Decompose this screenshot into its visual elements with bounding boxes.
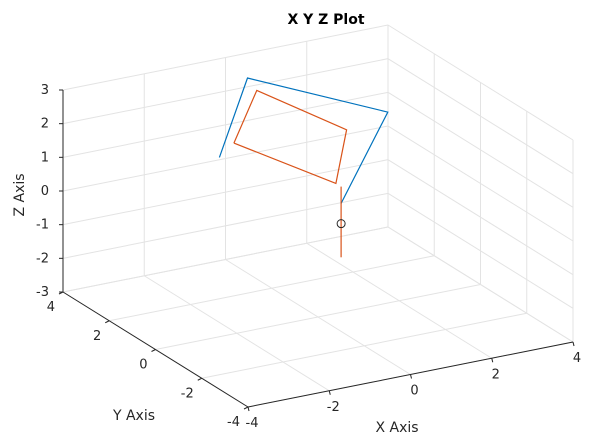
floor-gridline-y	[109, 255, 435, 322]
y-tick-label: 2	[93, 329, 101, 344]
series-line-1	[233, 89, 348, 185]
x-tick-label: 0	[410, 384, 418, 399]
x-axis-label: X Axis	[375, 420, 418, 436]
wall-y-gridline-z	[62, 58, 389, 125]
y-tick-mark	[105, 320, 110, 324]
x-tick-mark	[572, 341, 575, 347]
wall-x-gridline-z	[387, 125, 574, 242]
y-tick-label: -4	[227, 415, 240, 430]
wall-x-gridline-z	[387, 91, 574, 208]
y-tick-label: 4	[47, 300, 55, 315]
x-tick-mark	[247, 406, 250, 412]
floor-gridline-y	[155, 284, 481, 350]
wall-x-gridline-z	[387, 192, 574, 309]
y-tick-mark	[197, 377, 202, 381]
y-tick-mark	[151, 349, 156, 352]
wall-x-gridline-z	[387, 159, 574, 276]
x-tick-label: -2	[327, 400, 340, 415]
y-axis-label: Y Axis	[112, 408, 155, 424]
z-tick-label: 1	[41, 150, 49, 165]
x-tick-mark	[328, 390, 331, 395]
z-tick-label: 0	[41, 184, 49, 199]
axes	[58, 89, 575, 412]
data-marker-circle	[336, 219, 346, 229]
z-axis-label: Z Axis	[12, 173, 28, 216]
series-line-0	[218, 77, 389, 204]
y-tick-mark	[243, 406, 249, 410]
wall-y-gridline-z	[62, 192, 389, 259]
x-tick-mark	[410, 374, 412, 379]
z-tick-label: -1	[36, 218, 49, 233]
wall-y-gridline-z	[62, 91, 389, 158]
wall-y-gridline-z	[62, 125, 389, 192]
wall-y-gridline-z	[62, 24, 389, 91]
wall-y-gridline-z	[62, 159, 389, 226]
wall-x-gridline-z	[387, 24, 574, 141]
x-tick-label: 4	[573, 351, 581, 366]
data-series	[218, 77, 389, 258]
grid	[62, 24, 574, 408]
x-tick-mark	[491, 358, 494, 363]
z-tick-label: 2	[41, 117, 49, 132]
wall-x-gridline-z	[387, 226, 574, 343]
chart-title: X Y Z Plot	[287, 12, 364, 28]
z-tick-label: -2	[36, 251, 49, 266]
z-tick-label: -3	[36, 285, 49, 300]
floor-gridline-y	[201, 312, 527, 379]
wall-y-gridline-z	[62, 226, 389, 293]
y-tick-label: 0	[139, 358, 147, 373]
x-tick-label: 2	[492, 367, 500, 382]
x-tick-label: -4	[246, 416, 259, 431]
z-tick-label: 3	[41, 83, 49, 98]
y-tick-label: -2	[181, 386, 194, 401]
wall-x-gridline-z	[387, 58, 574, 175]
